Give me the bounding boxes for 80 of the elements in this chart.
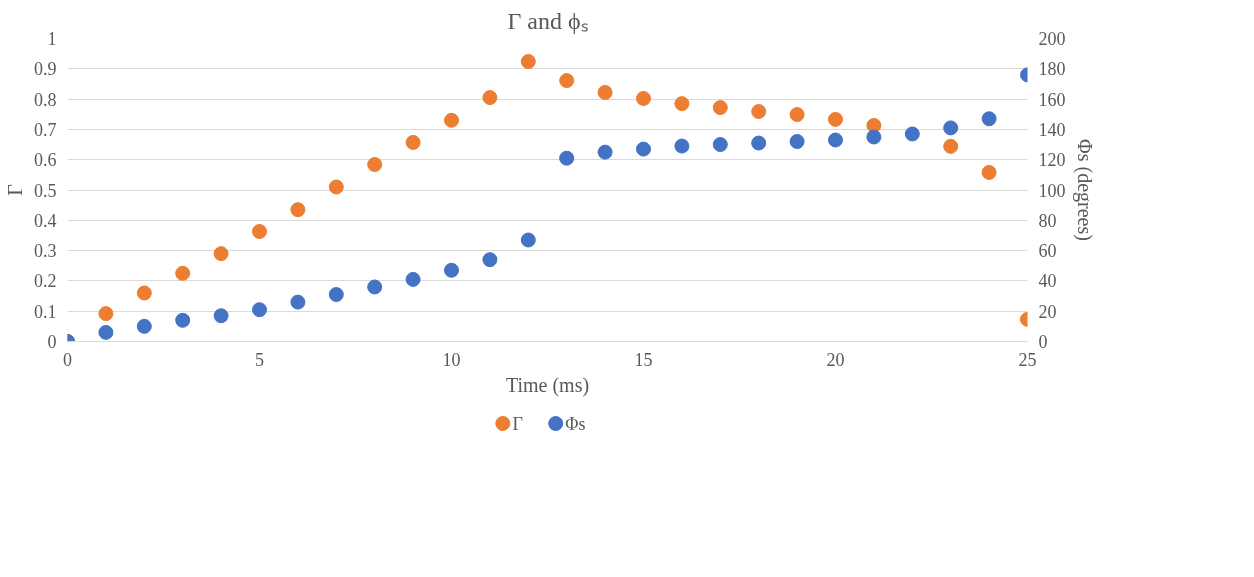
point: [328, 287, 344, 303]
y2-tick-label: 140: [1038, 119, 1066, 140]
point: [712, 100, 728, 116]
point: [405, 271, 421, 287]
point: [981, 164, 997, 180]
point: [597, 84, 613, 100]
point: [674, 138, 690, 154]
point: [520, 54, 536, 70]
y2-tick-label: 120: [1038, 150, 1066, 171]
y-tick-label: 1: [47, 29, 57, 49]
y2-tick-label: 80: [1038, 210, 1057, 231]
y-tick-label: 0.9: [34, 59, 57, 80]
y-tick-label: 0.4: [34, 210, 57, 231]
y-tick-label: 0.1: [34, 301, 57, 322]
point: [904, 126, 920, 142]
point: [444, 262, 459, 278]
point: [136, 285, 152, 301]
point: [520, 232, 536, 248]
x-axis-title: Time (ms): [505, 373, 590, 397]
y2-tick-label: 200: [1038, 29, 1066, 49]
point: [367, 157, 383, 173]
x-tick-label: 15: [634, 349, 653, 370]
point: [789, 134, 805, 150]
y2-tick-label: 40: [1038, 271, 1057, 292]
x-tick-label: 20: [826, 349, 845, 370]
y-axis-title: Γ: [4, 184, 26, 196]
point: [751, 104, 767, 120]
point: [559, 73, 575, 89]
point: [597, 144, 613, 160]
point: [328, 179, 344, 195]
x-tick-label: 0: [63, 349, 72, 370]
point: [943, 120, 959, 136]
point: [405, 134, 421, 150]
point: [482, 252, 498, 268]
legend-label: Φs: [565, 413, 586, 434]
point: [290, 202, 306, 218]
point: [712, 137, 728, 153]
point: [636, 91, 651, 106]
point: [290, 294, 306, 310]
point: [559, 150, 575, 166]
point: [866, 129, 882, 145]
point: [175, 265, 191, 281]
y2-tick-label: 20: [1038, 301, 1057, 322]
point: [789, 107, 805, 123]
point: [444, 112, 459, 128]
y-tick-label: 0.5: [34, 180, 57, 201]
point: [252, 224, 267, 239]
point: [482, 90, 498, 106]
y-tick-label: 0.2: [34, 271, 57, 292]
y2-tick-label: 180: [1038, 59, 1066, 80]
point: [98, 324, 114, 340]
point: [751, 135, 767, 151]
point: [828, 111, 843, 127]
point: [136, 318, 152, 334]
y2-tick-label: 160: [1038, 89, 1066, 110]
y2-tick-label: 60: [1038, 241, 1057, 262]
y-tick-label: 0: [47, 332, 57, 352]
y-tick-label: 0.6: [34, 150, 57, 171]
point: [674, 96, 690, 112]
x-tick-label: 25: [1018, 349, 1037, 370]
y-tick-label: 0.7: [34, 119, 57, 140]
point: [98, 306, 114, 322]
point: [981, 111, 997, 127]
x-tick-label: 10: [442, 349, 461, 370]
y2-tick-label: 100: [1038, 180, 1066, 201]
point: [636, 141, 651, 157]
legend-label: Γ: [512, 413, 523, 434]
point: [943, 138, 959, 154]
point: [252, 302, 267, 318]
y2-axis-title: Φs (degrees): [1072, 139, 1096, 241]
x-tick-label: 5: [255, 349, 264, 370]
point: [175, 312, 191, 328]
y-tick-label: 0.3: [34, 241, 57, 262]
y-tick-label: 0.8: [34, 89, 57, 110]
point: [213, 246, 229, 262]
y2-tick-label: 0: [1038, 332, 1048, 352]
point: [213, 308, 229, 324]
chart-title: Γ and ϕₛ: [507, 7, 588, 34]
point: [367, 279, 383, 295]
point: [828, 132, 843, 148]
